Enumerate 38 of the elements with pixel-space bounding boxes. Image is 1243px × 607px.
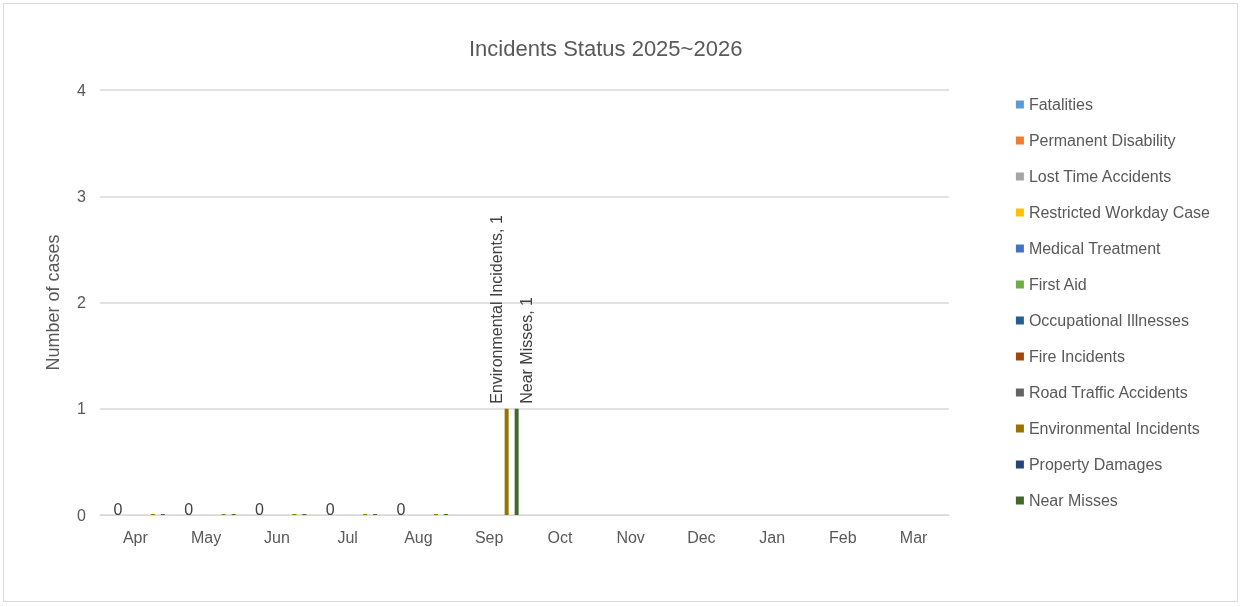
legend-label: Property Damages — [1028, 456, 1163, 473]
x-tick-label: Jun — [263, 528, 290, 546]
legend-label: Fatalities — [1028, 96, 1093, 113]
legend-label: First Aid — [1028, 276, 1087, 293]
legend-label: Occupational Illnesses — [1028, 312, 1189, 329]
y-tick-label: 4 — [77, 81, 87, 99]
legend-label: Lost Time Accidents — [1028, 168, 1172, 185]
data-label: 0 — [184, 500, 194, 518]
legend-label: Restricted Workday Case — [1028, 204, 1211, 221]
y-tick-label: 3 — [77, 187, 87, 205]
legend-label: Road Traffic Accidents — [1028, 384, 1188, 401]
y-tick-label: 0 — [77, 506, 87, 524]
y-tick-label: 1 — [77, 400, 87, 418]
x-tick-label: Feb — [829, 528, 857, 546]
x-tick-label: Dec — [687, 528, 716, 546]
data-label: 0 — [325, 500, 335, 518]
data-label: Environmental Incidents, 1 — [488, 215, 506, 404]
x-tick-label: Aug — [404, 528, 433, 546]
x-tick-label: Mar — [899, 528, 929, 546]
x-tick-label: May — [191, 528, 222, 546]
chart-title: Incidents Status 2025~2026 — [469, 35, 743, 61]
y-axis-title: Number of cases — [43, 234, 63, 371]
legend-label: Environmental Incidents — [1028, 420, 1200, 437]
x-tick-label: Apr — [122, 528, 149, 546]
data-label: Near Misses, 1 — [518, 296, 536, 404]
y-tick-label: 2 — [77, 294, 87, 311]
x-tick-label: Jul — [337, 528, 358, 546]
legend-label: Medical Treatment — [1028, 240, 1162, 257]
data-label: 0 — [254, 500, 264, 518]
data-label: 0 — [113, 500, 123, 518]
x-tick-label: Nov — [616, 528, 645, 546]
x-tick-label: Sep — [474, 528, 504, 546]
x-tick-label: Jan — [759, 528, 786, 546]
x-tick-label: Oct — [547, 528, 573, 546]
legend-label: Near Misses — [1028, 492, 1118, 509]
data-label: 0 — [396, 500, 406, 518]
legend-label: Fire Incidents — [1028, 348, 1125, 365]
legend-label: Permanent Disability — [1028, 132, 1176, 149]
